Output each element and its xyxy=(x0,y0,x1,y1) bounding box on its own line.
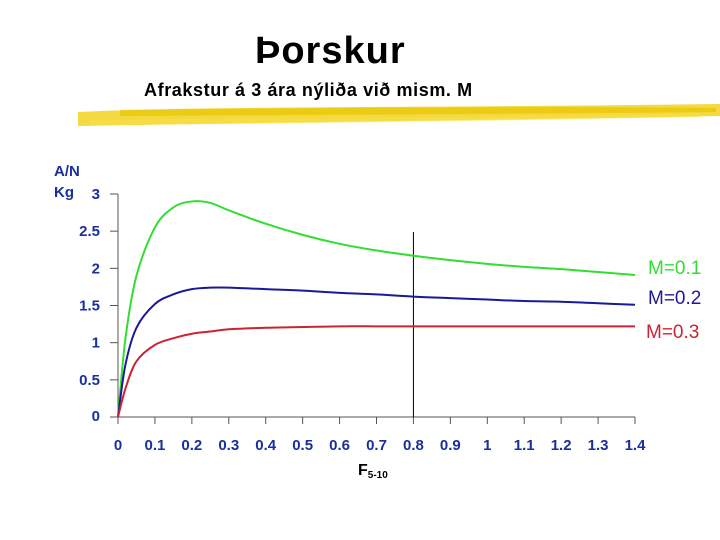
y-tick-label: 0 xyxy=(92,408,100,425)
x-tick-label: 0.9 xyxy=(440,437,461,454)
y-tick-label: 1.5 xyxy=(79,298,100,315)
yellow-brush-stroke xyxy=(78,104,720,126)
axes xyxy=(117,194,635,418)
y-tick-label: 2.5 xyxy=(79,223,100,240)
x-tick-label: 1.3 xyxy=(588,437,609,454)
y-axis-label: A/N Kg xyxy=(54,161,80,203)
x-tick-label: 0 xyxy=(114,437,122,454)
x-tick-label: 1 xyxy=(483,437,491,454)
x-tick-label: 1.1 xyxy=(514,437,535,454)
x-tick-label: 0.1 xyxy=(144,437,165,454)
y-axis-label-line1: A/N xyxy=(54,163,80,180)
series-line-m01 xyxy=(117,200,636,418)
x-axis-label-sub: 5-10 xyxy=(367,470,388,481)
x-tick-label: 0.4 xyxy=(255,437,277,454)
x-tick-label: 0.3 xyxy=(218,437,239,454)
x-tick-label: 0.7 xyxy=(366,437,387,454)
y-tick-label: 1 xyxy=(92,335,100,352)
y-tick-label: 3 xyxy=(92,186,100,203)
x-tick-label: 0.6 xyxy=(329,437,350,454)
series-line-m02 xyxy=(117,286,636,418)
series-label-m02: M=0.2 xyxy=(648,288,702,309)
x-tick-label: 0.2 xyxy=(181,437,202,454)
series-label-m01: M=0.1 xyxy=(648,258,702,279)
x-axis-label: F5-10 xyxy=(358,462,388,481)
y-axis-label-line2: Kg xyxy=(54,184,74,201)
x-axis-label-main: F xyxy=(358,462,368,479)
series-lines xyxy=(117,200,636,418)
x-tick-label: 0.8 xyxy=(403,437,424,454)
page-title: Þorskur xyxy=(255,30,406,72)
series-label-m03: M=0.3 xyxy=(646,322,700,343)
x-ticks: 0 0.1 0.2 0.3 0.4 0.5 0.6 0.7 0.8 0.9 1 1.1 1.2 1.3 1.… xyxy=(114,417,646,454)
x-tick-label: 1.4 xyxy=(625,437,647,454)
y-ticks: 0 0.5 1 1.5 2 2.5 3 xyxy=(79,186,118,425)
x-tick-label: 1.2 xyxy=(551,437,572,454)
x-tick-label: 0.5 xyxy=(292,437,313,454)
y-tick-label: 0.5 xyxy=(79,372,100,389)
series-line-m03 xyxy=(117,325,635,418)
y-tick-label: 2 xyxy=(92,260,100,277)
page-subtitle: Afrakstur á 3 ára nýliða við mism. M xyxy=(144,80,473,100)
